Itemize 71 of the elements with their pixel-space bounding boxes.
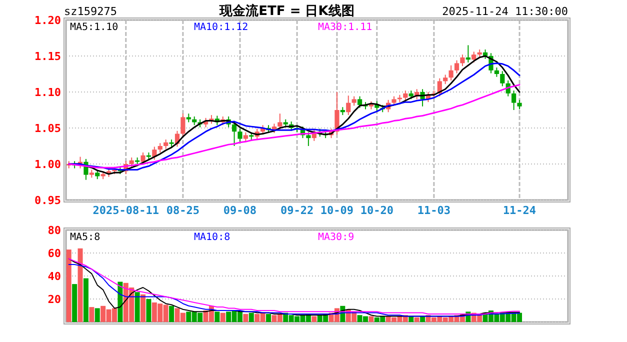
candlestick (512, 90, 516, 110)
text: MA30:9 (318, 232, 354, 243)
x-tick-label: 11-24 (502, 204, 536, 217)
candlestick (278, 113, 282, 130)
text: MA10:8 (194, 232, 230, 243)
bar (140, 294, 146, 322)
candlestick (346, 95, 351, 116)
x-tick-label: 08-25 (166, 204, 200, 217)
candlestick (164, 139, 168, 150)
x-tick-label: 09-08 (223, 204, 257, 217)
bar (214, 312, 220, 322)
bar (89, 307, 94, 322)
y-tick-label: 1.00 (34, 158, 61, 171)
text: MA5:1.10 (70, 22, 118, 33)
y-tick-label: 1.20 (34, 14, 61, 27)
bar (66, 250, 72, 322)
candlestick (129, 157, 134, 168)
candlestick (238, 128, 242, 142)
text: MA10:1.12 (194, 22, 248, 33)
chart-title: 现金流ETF = 日K线图 (218, 3, 354, 19)
text: MA30:1.11 (318, 22, 372, 33)
y-tick-label: 40 (48, 270, 61, 283)
bar (414, 317, 420, 322)
candlestick (152, 146, 157, 160)
bar (243, 314, 248, 322)
candlestick (95, 169, 100, 180)
candlestick (180, 113, 186, 138)
x-tick-label: 11-03 (417, 204, 451, 217)
candlestick (403, 90, 408, 102)
candlestick (158, 142, 162, 153)
candlestick (243, 132, 248, 142)
x-tick-label: 09-22 (280, 204, 314, 217)
bar (312, 316, 317, 322)
x-tick-label: 10-20 (360, 204, 394, 217)
candlestick (460, 54, 465, 67)
candlestick (466, 44, 470, 63)
candlestick (443, 74, 448, 85)
candlestick (357, 96, 362, 108)
bar (94, 308, 100, 322)
bar (220, 312, 226, 322)
candlestick (454, 60, 460, 74)
candlestick (352, 96, 356, 106)
bar (134, 292, 140, 322)
bar (248, 312, 254, 322)
y-tick-label: 60 (48, 247, 61, 260)
y-tick-label: 1.10 (34, 86, 61, 99)
bar (266, 314, 272, 322)
candlestick (494, 67, 499, 78)
series-label: MA5:8 (70, 232, 100, 243)
candlestick (500, 70, 505, 87)
y-tick-label: 20 (48, 293, 61, 306)
candlestick (517, 99, 522, 110)
bar (72, 284, 78, 322)
y-tick-label: 80 (48, 224, 61, 237)
bar (78, 248, 83, 322)
bar (169, 306, 174, 322)
y-tick-label: 1.05 (34, 122, 61, 135)
candlestick (472, 51, 476, 63)
text: 2025-11-24 11:30:00 (442, 5, 568, 18)
x-tick-label: 2025-08-11 (92, 204, 160, 217)
candlestick (448, 64, 454, 81)
bar (83, 278, 88, 322)
x-tick-label: 10-09 (320, 204, 354, 217)
candlestick (232, 121, 237, 146)
text: sz159275 (64, 5, 117, 18)
y-tick-label: 0.95 (34, 194, 61, 207)
candlestick (306, 132, 311, 146)
bar (146, 299, 152, 322)
y-tick-label: 1.15 (34, 50, 61, 63)
bar (368, 316, 374, 322)
bar (118, 282, 123, 322)
